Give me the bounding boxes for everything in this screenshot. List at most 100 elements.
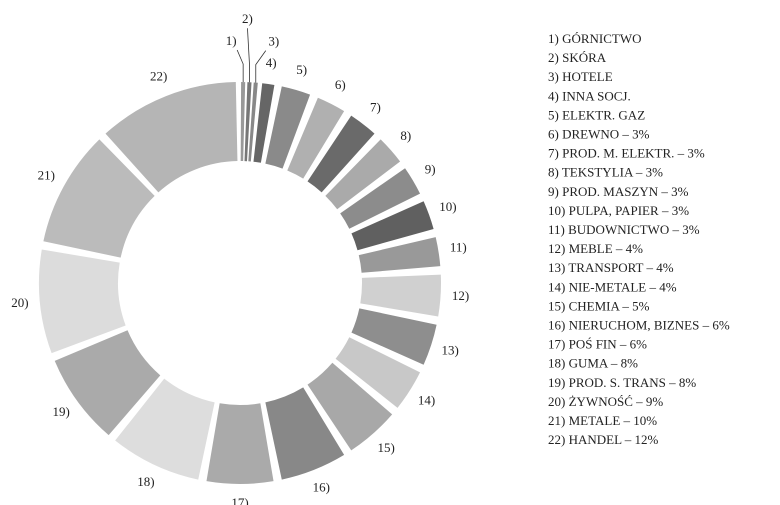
segment-label: 10) bbox=[439, 199, 456, 214]
segment-label: 9) bbox=[425, 161, 436, 176]
segment-label: 5) bbox=[296, 62, 307, 77]
legend-entry: 3) HOTELE bbox=[548, 69, 613, 84]
legend-name: PROD. M. ELEKTR. bbox=[562, 146, 674, 161]
legend-separator: – bbox=[621, 298, 629, 313]
legend-name: TEKSTYLIA bbox=[562, 165, 634, 180]
legend-separator: – bbox=[661, 203, 669, 218]
segment-label: 12) bbox=[452, 288, 469, 303]
legend-number: 16) bbox=[548, 317, 565, 332]
legend-number: 12) bbox=[548, 241, 565, 256]
donut-segment bbox=[265, 86, 311, 169]
legend-separator: – bbox=[668, 375, 676, 390]
legend-value: 4% bbox=[656, 260, 674, 275]
donut-segment bbox=[43, 139, 155, 258]
legend-name: PULPA, PAPIER bbox=[569, 203, 659, 218]
legend-separator: – bbox=[623, 413, 631, 428]
legend-entry: 5) ELEKTR. GAZ bbox=[548, 107, 645, 122]
legend-separator: – bbox=[635, 165, 643, 180]
donut-segment bbox=[38, 249, 126, 354]
donut-segment bbox=[360, 274, 441, 317]
legend-separator: – bbox=[624, 432, 632, 447]
legend-number: 20) bbox=[548, 394, 565, 409]
legend-separator: – bbox=[649, 279, 657, 294]
legend-entry: 11) BUDOWNICTWO – 3% bbox=[548, 222, 700, 237]
donut-segment bbox=[240, 82, 246, 162]
legend-entry: 15) CHEMIA – 5% bbox=[548, 298, 650, 313]
segment-label: 2) bbox=[242, 11, 253, 26]
segment-label: 21) bbox=[38, 168, 55, 183]
donut-segment bbox=[335, 337, 421, 408]
legend-name: HOTELE bbox=[562, 69, 613, 84]
donut-segment bbox=[248, 82, 258, 162]
legend-separator: – bbox=[677, 146, 685, 161]
legend-entry: 9) PROD. MASZYN – 3% bbox=[548, 184, 689, 199]
legend-number: 10) bbox=[548, 203, 565, 218]
legend-value: 3% bbox=[672, 203, 690, 218]
segment-label: 7) bbox=[370, 99, 381, 114]
legend-value: 5% bbox=[632, 298, 650, 313]
legend-entry: 19) PROD. S. TRANS – 8% bbox=[548, 375, 696, 390]
legend-number: 2) bbox=[548, 50, 559, 65]
legend-number: 21) bbox=[548, 413, 565, 428]
segment-label: 4) bbox=[266, 55, 277, 70]
donut-segment bbox=[54, 330, 161, 436]
legend-name: MEBLE bbox=[569, 241, 613, 256]
donut-segment bbox=[115, 378, 215, 480]
legend-name: POŚ FIN bbox=[569, 337, 618, 352]
legend-name: GUMA bbox=[569, 356, 609, 371]
segment-label: 22) bbox=[150, 69, 167, 84]
segment-label: 6) bbox=[335, 77, 346, 92]
legend-number: 22) bbox=[548, 432, 565, 447]
legend-number: 5) bbox=[548, 107, 559, 122]
legend-entry: 10) PULPA, PAPIER – 3% bbox=[548, 203, 689, 218]
legend-entry: 12) MEBLE – 4% bbox=[548, 241, 643, 256]
legend-value: 12% bbox=[635, 432, 659, 447]
legend-entry: 1) GÓRNICTWO bbox=[548, 31, 642, 46]
legend-entry: 4) INNA SOCJ. bbox=[548, 88, 631, 103]
legend-value: 6% bbox=[630, 337, 648, 352]
legend-value: 8% bbox=[679, 375, 697, 390]
legend-separator: – bbox=[619, 337, 627, 352]
segment-label: 13) bbox=[442, 342, 459, 357]
legend-value: 10% bbox=[633, 413, 657, 428]
legend-name: PROD. S. TRANS bbox=[569, 375, 666, 390]
legend-separator: – bbox=[621, 126, 629, 141]
segment-label: 18) bbox=[137, 474, 154, 489]
legend-name: SKÓRA bbox=[562, 50, 607, 65]
legend-name: NIERUCHOM, BIZNES bbox=[569, 317, 700, 332]
legend-value: 9% bbox=[646, 394, 664, 409]
segment-label: 17) bbox=[231, 495, 248, 505]
legend-number: 7) bbox=[548, 146, 559, 161]
legend-number: 1) bbox=[548, 31, 559, 46]
donut-segment bbox=[287, 97, 345, 179]
legend-number: 9) bbox=[548, 184, 559, 199]
segment-label: 14) bbox=[418, 392, 435, 407]
legend-entry: 2) SKÓRA bbox=[548, 50, 607, 65]
legend-number: 13) bbox=[548, 260, 565, 275]
donut-segment bbox=[325, 139, 401, 210]
donut-segment bbox=[351, 308, 437, 365]
legend-separator: – bbox=[610, 356, 618, 371]
legend-number: 19) bbox=[548, 375, 565, 390]
legend-entry: 8) TEKSTYLIA – 3% bbox=[548, 165, 663, 180]
donut-segment bbox=[244, 82, 252, 162]
legend-name: ŻYWNOŚĆ bbox=[569, 394, 633, 409]
legend-name: BUDOWNICTWO bbox=[568, 222, 669, 237]
legend-separator: – bbox=[645, 260, 653, 275]
legend-value: 4% bbox=[659, 279, 677, 294]
legend-name: METALE bbox=[569, 413, 621, 428]
legend-entry: 14) NIE-METALE – 4% bbox=[548, 279, 677, 294]
legend-number: 15) bbox=[548, 298, 565, 313]
legend-name: TRANSPORT bbox=[568, 260, 643, 275]
donut-segment bbox=[206, 403, 274, 485]
donut-segment bbox=[358, 237, 441, 273]
donut-segment bbox=[307, 362, 393, 451]
leader-line bbox=[255, 50, 267, 83]
leader-line bbox=[247, 28, 250, 83]
legend-entry: 21) METALE – 10% bbox=[548, 413, 657, 428]
legend-number: 3) bbox=[548, 69, 559, 84]
legend-separator: – bbox=[615, 241, 623, 256]
legend-name: HANDEL bbox=[569, 432, 622, 447]
